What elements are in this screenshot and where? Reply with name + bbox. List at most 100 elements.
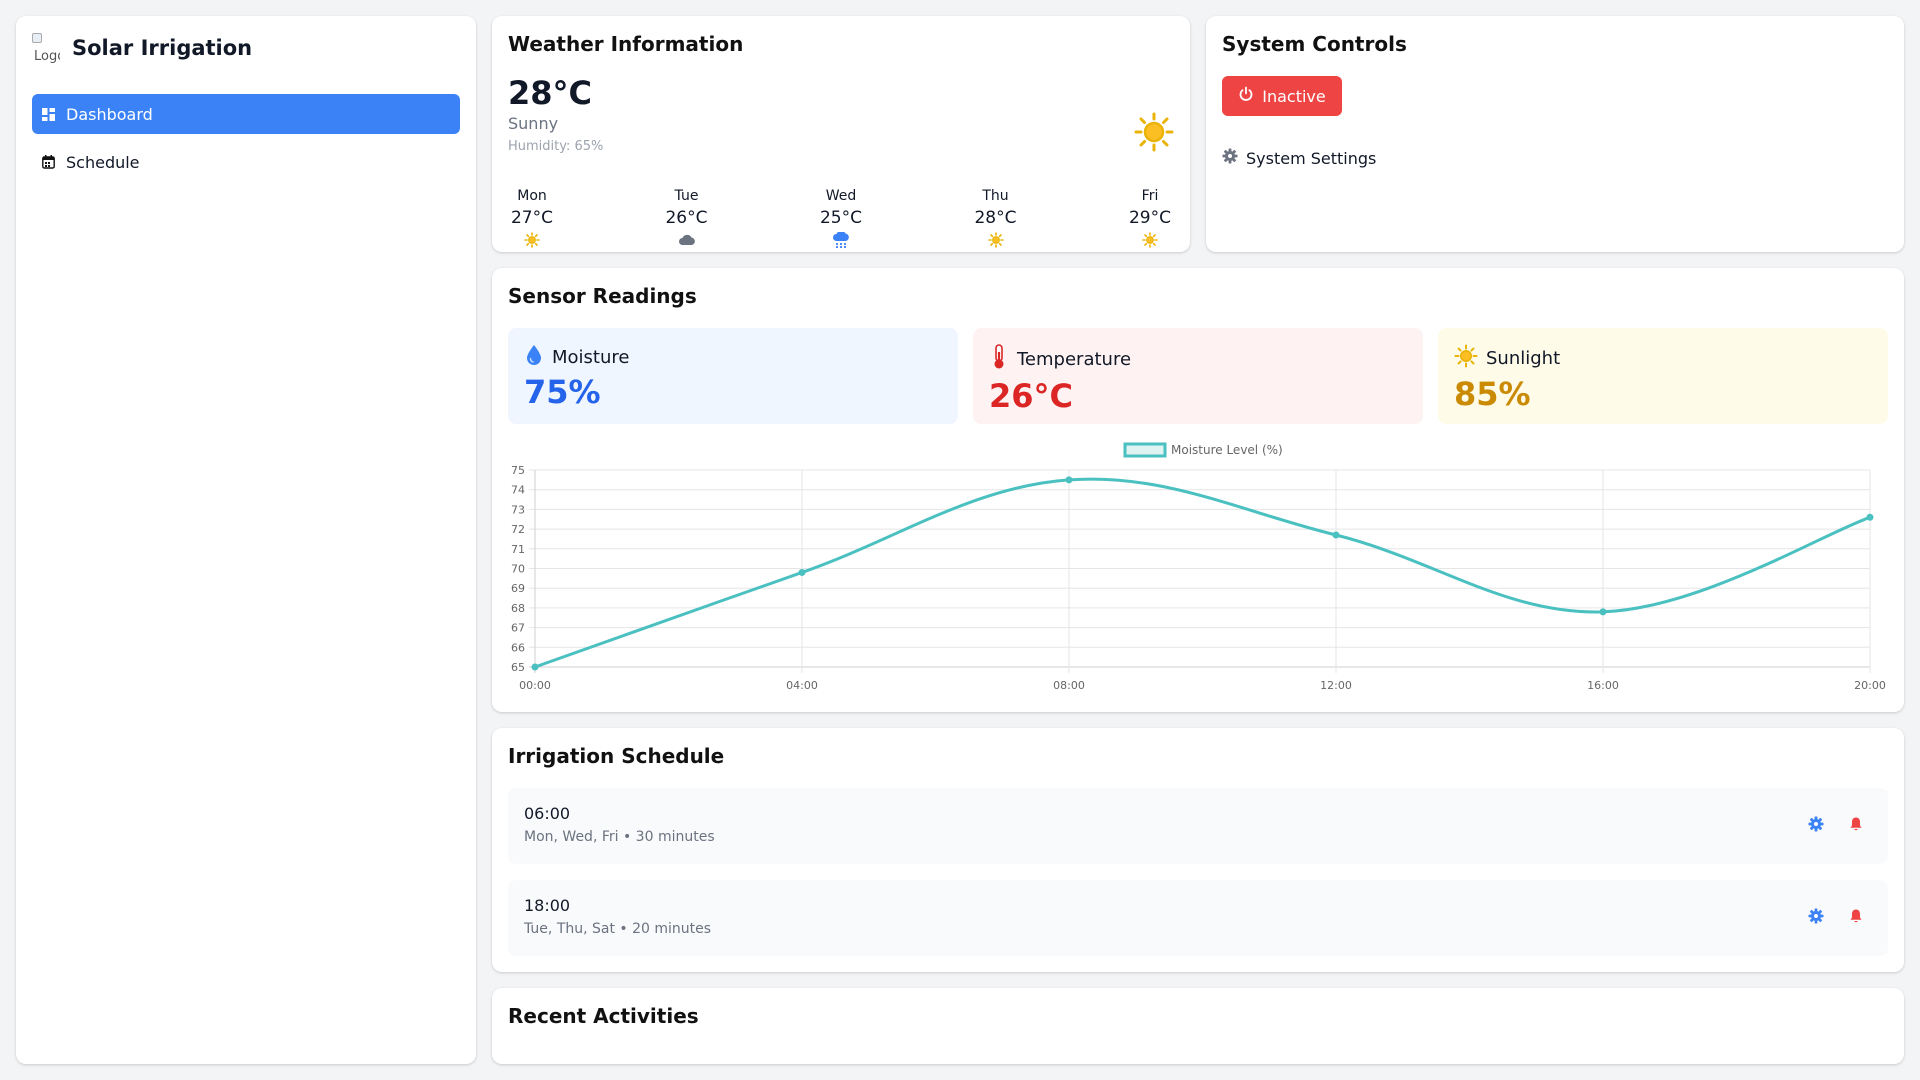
app-title: Solar Irrigation [72, 36, 253, 60]
y-tick-label: 72 [511, 523, 525, 536]
sunlight-sensor: Sunlight 85% [1438, 328, 1888, 424]
weather-card: Weather Information 28°C Sunny Humidity:… [492, 16, 1190, 252]
activities-title: Recent Activities [508, 1004, 699, 1028]
data-point [1065, 476, 1073, 484]
sun-icon [524, 232, 540, 248]
schedule-detail: Mon, Wed, Fri • 30 minutes [524, 829, 715, 845]
temperature-value: 26°C [989, 377, 1074, 415]
y-tick-label: 65 [511, 661, 525, 674]
system-toggle-button[interactable]: Inactive [1222, 76, 1342, 116]
sunlight-label: Sunlight [1486, 348, 1561, 369]
sidebar: Logo Solar Irrigation Dashboard Schedule [16, 16, 476, 1064]
system-settings-link[interactable]: System Settings [1222, 148, 1376, 168]
data-point [531, 663, 539, 671]
droplet-icon [524, 344, 544, 371]
y-tick-label: 73 [511, 503, 525, 516]
schedule-detail: Tue, Thu, Sat • 20 minutes [524, 921, 712, 937]
forecast-day-name: Mon [517, 188, 547, 204]
moisture-chart: 65 66 67 68 69 70 71 72 73 74 75 00:00 04:00 08:00 12:… [511, 442, 1886, 692]
weather-title: Weather Information [508, 32, 744, 56]
system-settings-label: System Settings [1246, 148, 1377, 168]
y-tick-label: 70 [511, 563, 525, 576]
x-tick-label: 00:00 [519, 679, 551, 692]
temperature-label: Temperature [1017, 349, 1132, 370]
bell-icon[interactable] [1848, 908, 1864, 924]
forecast-day: Mon 27°C [508, 188, 556, 248]
forecast-temp: 26°C [665, 208, 708, 228]
forecast-temp: 29°C [1128, 208, 1171, 228]
y-tick-label: 66 [511, 641, 525, 654]
schedule-item: 18:00 Tue, Thu, Sat • 20 minutes [508, 880, 1888, 956]
calendar-icon [42, 155, 58, 169]
forecast-day-name: Tue [674, 188, 699, 204]
sidebar-item-dashboard[interactable]: Dashboard [32, 94, 460, 134]
moisture-value: 75% [524, 373, 601, 411]
brand: Logo Solar Irrigation [32, 32, 460, 64]
y-tick-label: 68 [511, 602, 525, 615]
forecast-day-name: Fri [1141, 188, 1159, 204]
legend-swatch [1123, 442, 1167, 458]
forecast-day-name: Wed [825, 188, 857, 204]
forecast-temp: 27°C [510, 208, 553, 228]
sidebar-item-schedule[interactable]: Schedule [32, 142, 460, 182]
forecast-temp: 25°C [819, 208, 862, 228]
edit-schedule-gear-icon[interactable] [1808, 816, 1824, 832]
schedule-title: Irrigation Schedule [508, 744, 725, 768]
y-tick-label: 75 [511, 464, 525, 477]
forecast-day: Wed 25°C [817, 188, 865, 248]
forecast-day: Fri 29°C [1126, 188, 1174, 248]
sidebar-item-label: Schedule [66, 152, 140, 172]
system-status-label: Inactive [1262, 86, 1326, 106]
recent-activities-card: Recent Activities [492, 988, 1904, 1064]
sidebar-item-label: Dashboard [66, 104, 153, 124]
series-line-moisture [534, 477, 1871, 669]
sun-icon [1142, 232, 1158, 248]
x-tick-label: 20:00 [1854, 679, 1886, 692]
sun-icon [1454, 344, 1478, 373]
temperature-sensor: Temperature 26°C [973, 328, 1423, 424]
forecast-day: Tue 26°C [663, 188, 711, 248]
sunlight-value: 85% [1454, 375, 1531, 413]
forecast-list: Mon 27°C Tue 26°C Wed 25°C Thu 28°C Fri … [508, 188, 1174, 248]
sun-icon [987, 232, 1004, 248]
y-tick-label: 67 [511, 622, 525, 635]
y-tick-label: 74 [511, 484, 525, 497]
weather-humidity: Humidity: 65% [508, 139, 604, 154]
power-icon [1238, 86, 1254, 106]
bell-icon[interactable] [1848, 816, 1864, 832]
data-point [798, 568, 806, 576]
logo-image: Logo [32, 33, 60, 63]
gear-icon [1222, 148, 1238, 168]
sensors-title: Sensor Readings [508, 284, 697, 308]
y-tick-label: 71 [511, 543, 525, 556]
x-tick-label: 12:00 [1320, 679, 1352, 692]
data-point [1599, 608, 1607, 616]
forecast-day: Thu 28°C [972, 188, 1020, 248]
weather-condition: Sunny [508, 114, 559, 133]
data-point [1332, 531, 1340, 539]
data-point [1866, 513, 1874, 521]
forecast-temp: 28°C [974, 208, 1017, 228]
x-tick-label: 16:00 [1587, 679, 1619, 692]
moisture-sensor: Moisture 75% [508, 328, 958, 424]
moisture-label: Moisture [552, 347, 630, 368]
thermometer-icon [989, 344, 1009, 375]
cloud-icon [678, 232, 696, 248]
schedule-time: 06:00 [524, 804, 571, 823]
rain-icon [832, 232, 850, 248]
sun-icon [1134, 112, 1174, 156]
x-tick-label: 08:00 [1053, 679, 1085, 692]
y-tick-label: 69 [511, 582, 525, 595]
schedule-item: 06:00 Mon, Wed, Fri • 30 minutes [508, 788, 1888, 864]
x-tick-label: 04:00 [786, 679, 818, 692]
edit-schedule-gear-icon[interactable] [1808, 908, 1824, 924]
grid-icon [42, 107, 58, 121]
current-temperature: 28°C [508, 74, 593, 112]
irrigation-schedule-card: Irrigation Schedule 06:00 Mon, Wed, Fri … [492, 728, 1904, 972]
schedule-time: 18:00 [524, 896, 571, 915]
forecast-day-name: Thu [982, 188, 1009, 204]
system-controls-card: System Controls Inactive System Settings [1206, 16, 1904, 252]
sensor-readings-card: Sensor Readings Moisture 75% Temperature… [492, 268, 1904, 712]
controls-title: System Controls [1222, 32, 1407, 56]
legend-label: Moisture Level (%) [1171, 443, 1283, 457]
